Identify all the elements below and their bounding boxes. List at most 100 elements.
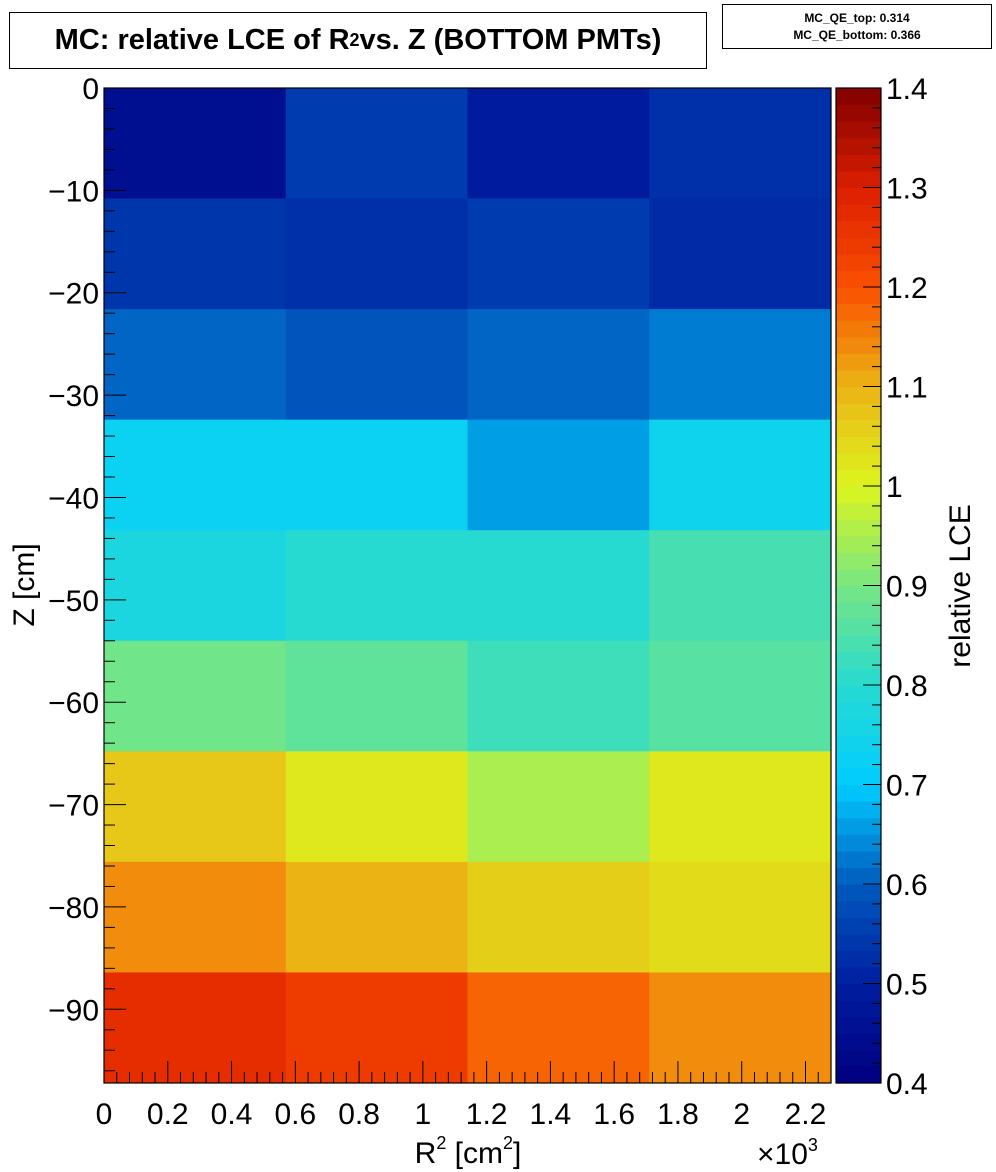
palette-band	[836, 519, 881, 537]
palette-band	[836, 568, 881, 587]
palette-band	[836, 933, 881, 951]
y-tick-label: −80	[48, 892, 99, 925]
palette-band	[836, 635, 881, 653]
z-tick-label: 1.2	[886, 272, 928, 305]
palette-band	[836, 1033, 881, 1051]
palette-band	[836, 801, 881, 819]
palette-band	[836, 1000, 881, 1018]
z-tick-label: 0.4	[886, 1068, 928, 1101]
z-tick-label: 0.7	[886, 770, 928, 803]
palette-band	[836, 1066, 881, 1084]
palette-band	[836, 436, 881, 454]
y-tick-label: −70	[48, 790, 99, 823]
x-tick-label: 1	[415, 1098, 432, 1131]
heatmap-cell-r8-c0	[104, 972, 287, 1084]
x-tick-label: 0.2	[147, 1098, 189, 1131]
chart-title-rest: vs. Z (BOTTOM PMTs)	[359, 24, 662, 56]
stats-qe-bottom: MC_QE_bottom: 0.366	[793, 27, 921, 42]
palette-band	[836, 734, 881, 752]
chart-title-main: MC: relative LCE of R	[54, 24, 350, 56]
palette-band	[836, 320, 881, 338]
palette-band	[836, 187, 881, 205]
x-tick-label: 1.8	[657, 1098, 699, 1131]
z-tick-label: 1	[886, 471, 903, 504]
palette-band	[836, 685, 881, 703]
heatmap-cell-r7-c2	[467, 861, 650, 973]
heatmap-cell-r5-c1	[285, 640, 468, 752]
heatmap-cell-r4-c1	[285, 530, 468, 642]
palette-band	[836, 336, 881, 354]
x-tick-label: 0.8	[338, 1098, 380, 1131]
palette-band	[836, 287, 881, 305]
heatmap-cell-r4-c2	[467, 530, 650, 642]
heatmap-cell-r8-c3	[649, 972, 832, 1084]
x-tick-label: 0.4	[211, 1098, 253, 1131]
heatmap-cell-r1-c0	[104, 198, 287, 310]
heatmap-cell-r0-c1	[285, 88, 468, 200]
palette-band	[836, 270, 881, 288]
palette-band	[836, 900, 881, 918]
palette-band	[836, 651, 881, 670]
stats-box: MC_QE_top: 0.314 MC_QE_bottom: 0.366	[722, 4, 992, 49]
heatmap-cell-r7-c0	[104, 861, 287, 973]
x-tick-label: 0	[96, 1098, 113, 1131]
heatmap-cell-r2-c1	[285, 309, 468, 421]
palette-band	[836, 966, 881, 985]
x-tick-label: 0.6	[274, 1098, 316, 1131]
x-axis-title-unit-sup: 2	[503, 1133, 513, 1153]
heatmap-cell-r5-c2	[467, 640, 650, 752]
palette-band	[836, 502, 881, 520]
heatmap-cell-r2-c0	[104, 309, 287, 421]
palette-band	[836, 834, 881, 852]
z-tick-label: 0.9	[886, 571, 928, 604]
palette-band	[836, 469, 881, 487]
x-tick-label: 2.2	[785, 1098, 827, 1131]
y-tick-label: −10	[48, 175, 99, 208]
palette-band	[836, 170, 881, 189]
heatmap-cell-r3-c1	[285, 419, 468, 531]
x-axis-multiplier-base: ×10	[757, 1138, 808, 1171]
heatmap-cell-r0-c0	[104, 88, 287, 200]
x-axis-multiplier-exp: 3	[808, 1135, 818, 1155]
palette-band	[836, 751, 881, 769]
heatmap-cell-r0-c3	[649, 88, 832, 200]
axis-ticks	[103, 87, 881, 1084]
z-tick-label: 0.6	[886, 869, 928, 902]
palette-band	[836, 452, 881, 471]
z-tick-label: 1.4	[886, 73, 928, 106]
heatmap-cell-r1-c3	[649, 198, 832, 310]
stats-qe-top: MC_QE_top: 0.314	[804, 10, 910, 25]
z-axis-title: relative LCE	[944, 504, 977, 667]
heatmap-cell-r6-c2	[467, 751, 650, 863]
y-tick-label: −40	[48, 482, 99, 515]
heatmap-cell-r2-c3	[649, 309, 832, 421]
heatmap-cell-r4-c3	[649, 530, 832, 642]
heatmap-cell-r3-c0	[104, 419, 287, 531]
chart-title-superscript: 2	[349, 30, 360, 50]
x-axis-title-close: ]	[513, 1137, 521, 1170]
palette-band	[836, 104, 881, 122]
palette-band	[836, 486, 881, 504]
x-axis-title-unit: [cm	[446, 1137, 503, 1170]
x-tick-label: 1.4	[530, 1098, 572, 1131]
color-palette	[836, 88, 881, 1084]
y-tick-label: −20	[48, 278, 99, 311]
palette-band	[836, 767, 881, 786]
heatmap-cells	[104, 88, 832, 1084]
heatmap-cell-r8-c1	[285, 972, 468, 1084]
heatmap-cell-r2-c2	[467, 309, 650, 421]
palette-band	[836, 817, 881, 835]
heatmap-cell-r0-c2	[467, 88, 650, 200]
x-axis-multiplier: ×103	[757, 1135, 818, 1171]
palette-band	[836, 535, 881, 553]
palette-band	[836, 552, 881, 570]
y-tick-label: −60	[48, 687, 99, 720]
y-tick-label: 0	[82, 73, 99, 106]
palette-band	[836, 353, 881, 371]
x-tick-label: 1.2	[466, 1098, 508, 1131]
tick-labels: 0 0.2 0.4 0.6 0.8 1 1.2 1.4 1.6 1.8 2 2.2 0 −10 −20 −30…	[48, 73, 928, 1131]
palette-band	[836, 983, 881, 1001]
x-axis-title: R2 [cm2]	[415, 1133, 522, 1170]
